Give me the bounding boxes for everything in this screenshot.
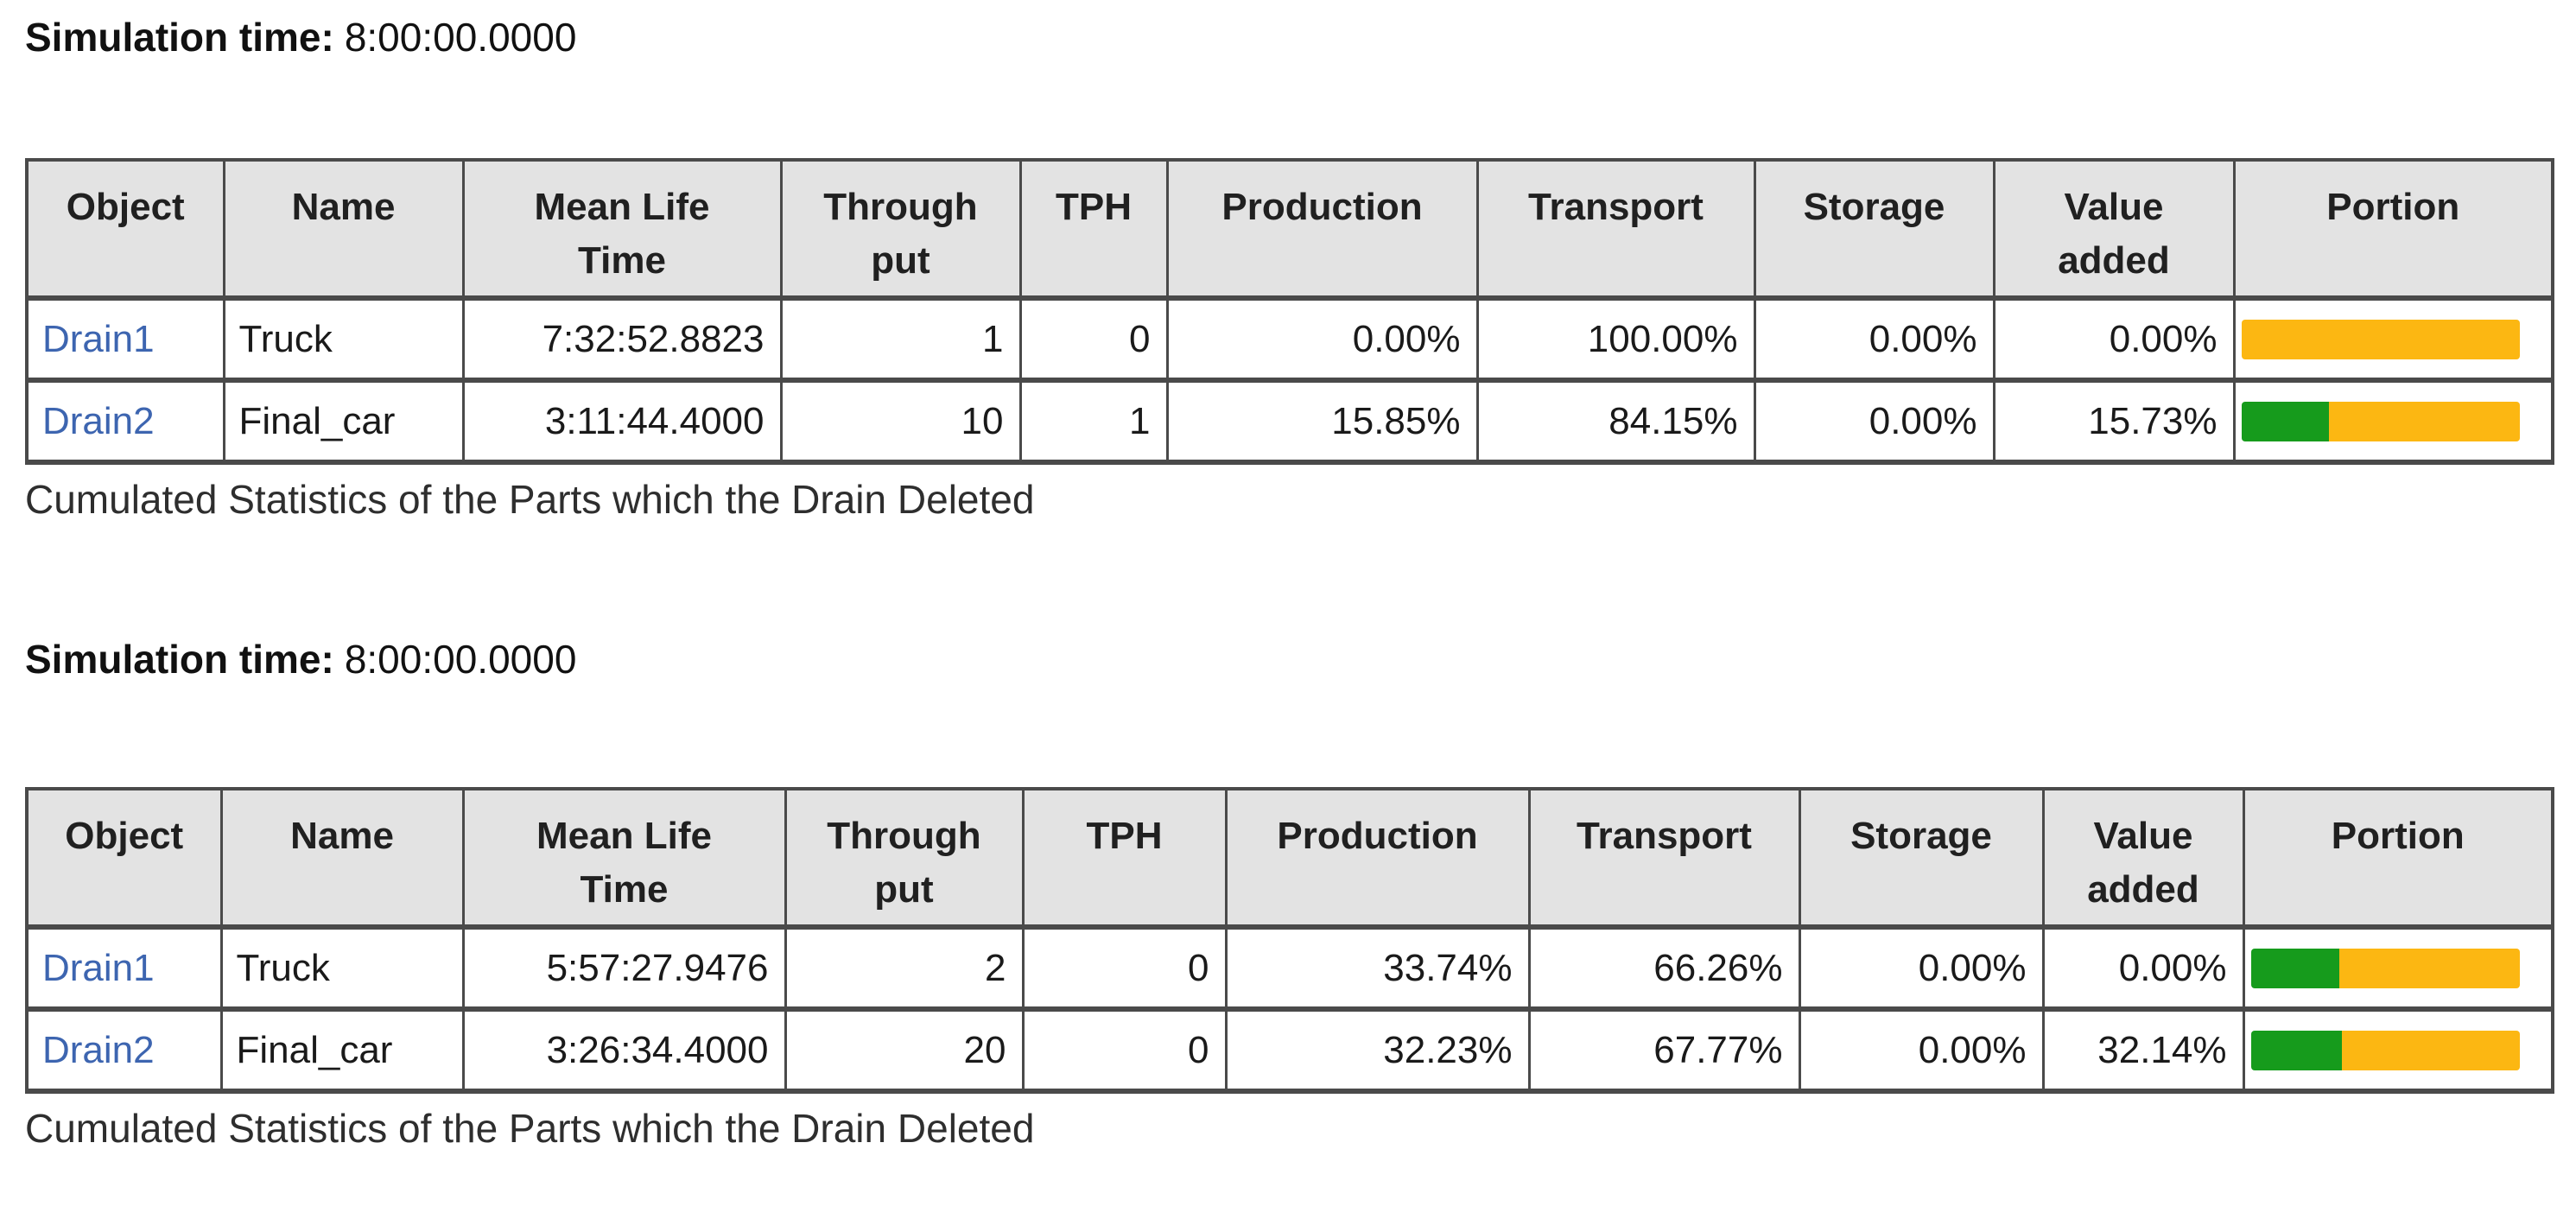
cell-object: Drain1 [25, 296, 225, 383]
column-header-value-added: Value added [2041, 787, 2245, 930]
portion-bar [2250, 1030, 2521, 1070]
table-row-drain2: Drain2 Final_car 3:26:34.4000 20 0 32.23… [25, 1007, 2554, 1094]
table-caption: Cumulated Statistics of the Parts which … [25, 1106, 1035, 1151]
cell-tph: 1 [1018, 378, 1169, 465]
cell-name: Truck [222, 296, 465, 383]
portion-orange-segment [2342, 1030, 2520, 1070]
column-header-object: Object [25, 158, 225, 301]
simulation-time: Simulation time: 8:00:00.0000 [25, 14, 2576, 61]
cell-throughput: 20 [784, 1007, 1025, 1094]
simulation-time-label: Simulation time: [25, 15, 334, 60]
column-header-name: Name [222, 158, 465, 301]
column-header-storage: Storage [1798, 787, 2045, 930]
table-row-drain1: Drain1 Truck 5:57:27.9476 2 0 33.74% 66.… [25, 925, 2554, 1012]
column-header-value-added: Value added [1992, 158, 2236, 301]
column-header-object: Object [25, 787, 223, 930]
cell-production: 33.74% [1224, 925, 1531, 1012]
cell-portion [2232, 378, 2554, 465]
simulation-time: Simulation time: 8:00:00.0000 [25, 636, 2576, 683]
column-header-portion: Portion [2232, 158, 2554, 301]
report-section-1: Simulation time: 8:00:00.0000 Object Name… [25, 14, 2576, 524]
cell-throughput: 10 [779, 378, 1022, 465]
column-header-transport: Transport [1475, 158, 1756, 301]
portion-orange-segment [2339, 948, 2520, 988]
column-header-storage: Storage [1753, 158, 1995, 301]
portion-green-segment [2250, 948, 2340, 988]
cell-mean-life-time: 5:57:27.9476 [461, 925, 787, 1012]
column-header-transport: Transport [1527, 787, 1801, 930]
cell-production: 15.85% [1165, 378, 1479, 465]
column-header-production: Production [1165, 158, 1479, 301]
cell-mean-life-time: 3:11:44.4000 [461, 378, 783, 465]
report-section-2: Simulation time: 8:00:00.0000 Object Name… [25, 636, 2576, 1152]
cell-value-added: 15.73% [1992, 378, 2236, 465]
header-row: Object Name Mean Life Time Through put T… [25, 787, 2554, 930]
cell-transport: 84.15% [1475, 378, 1756, 465]
table-caption: Cumulated Statistics of the Parts which … [25, 477, 1035, 522]
portion-bar [2250, 948, 2521, 988]
cell-value-added: 0.00% [2041, 925, 2245, 1012]
portion-green-segment [2241, 401, 2330, 441]
drain1-link[interactable]: Drain1 [42, 946, 155, 989]
report-page: Simulation time: 8:00:00.0000 Object Name… [25, 14, 2576, 1152]
column-header-mean-life-time: Mean Life Time [461, 158, 783, 301]
cell-transport: 66.26% [1527, 925, 1801, 1012]
cell-throughput: 1 [779, 296, 1022, 383]
cell-mean-life-time: 7:32:52.8823 [461, 296, 783, 383]
drain2-link[interactable]: Drain2 [42, 399, 155, 442]
cell-object: Drain1 [25, 925, 223, 1012]
cell-value-added: 32.14% [2041, 1007, 2245, 1094]
table-row-drain1: Drain1 Truck 7:32:52.8823 1 0 0.00% 100.… [25, 296, 2554, 383]
portion-green-segment [2250, 1030, 2343, 1070]
cell-storage: 0.00% [1753, 296, 1995, 383]
cell-object: Drain2 [25, 1007, 223, 1094]
simulation-time-label: Simulation time: [25, 637, 334, 682]
header-row: Object Name Mean Life Time Through put T… [25, 158, 2554, 301]
drain-stats-table-2: Object Name Mean Life Time Through put T… [25, 787, 2554, 1094]
column-header-throughput: Through put [779, 158, 1022, 301]
simulation-time-value: 8:00:00.0000 [344, 637, 577, 682]
column-header-portion: Portion [2242, 787, 2554, 930]
cell-tph: 0 [1018, 296, 1169, 383]
drain1-link[interactable]: Drain1 [42, 317, 155, 360]
portion-orange-segment [2329, 401, 2520, 441]
cell-storage: 0.00% [1798, 1007, 2045, 1094]
cell-mean-life-time: 3:26:34.4000 [461, 1007, 787, 1094]
portion-bar [2241, 319, 2520, 359]
column-header-mean-life-time: Mean Life Time [461, 787, 787, 930]
column-header-tph: TPH [1018, 158, 1169, 301]
column-header-tph: TPH [1021, 787, 1228, 930]
cell-transport: 100.00% [1475, 296, 1756, 383]
cell-production: 32.23% [1224, 1007, 1531, 1094]
simulation-time-value: 8:00:00.0000 [344, 15, 577, 60]
column-header-throughput: Through put [784, 787, 1025, 930]
cell-storage: 0.00% [1798, 925, 2045, 1012]
cell-production: 0.00% [1165, 296, 1479, 383]
cell-object: Drain2 [25, 378, 225, 465]
drain-stats-table-1: Object Name Mean Life Time Through put T… [25, 158, 2554, 465]
cell-throughput: 2 [784, 925, 1025, 1012]
cell-name: Final_car [222, 378, 465, 465]
table-row-drain2: Drain2 Final_car 3:11:44.4000 10 1 15.85… [25, 378, 2554, 465]
column-header-name: Name [219, 787, 465, 930]
cell-value-added: 0.00% [1992, 296, 2236, 383]
cell-storage: 0.00% [1753, 378, 1995, 465]
cell-tph: 0 [1021, 1007, 1228, 1094]
portion-bar [2241, 401, 2521, 441]
cell-portion [2232, 296, 2554, 383]
cell-transport: 67.77% [1527, 1007, 1801, 1094]
cell-name: Final_car [219, 1007, 465, 1094]
portion-orange-segment [2241, 319, 2520, 359]
cell-portion [2242, 1007, 2554, 1094]
cell-name: Truck [219, 925, 465, 1012]
column-header-production: Production [1224, 787, 1531, 930]
cell-portion [2242, 925, 2554, 1012]
cell-tph: 0 [1021, 925, 1228, 1012]
drain2-link[interactable]: Drain2 [42, 1028, 155, 1071]
